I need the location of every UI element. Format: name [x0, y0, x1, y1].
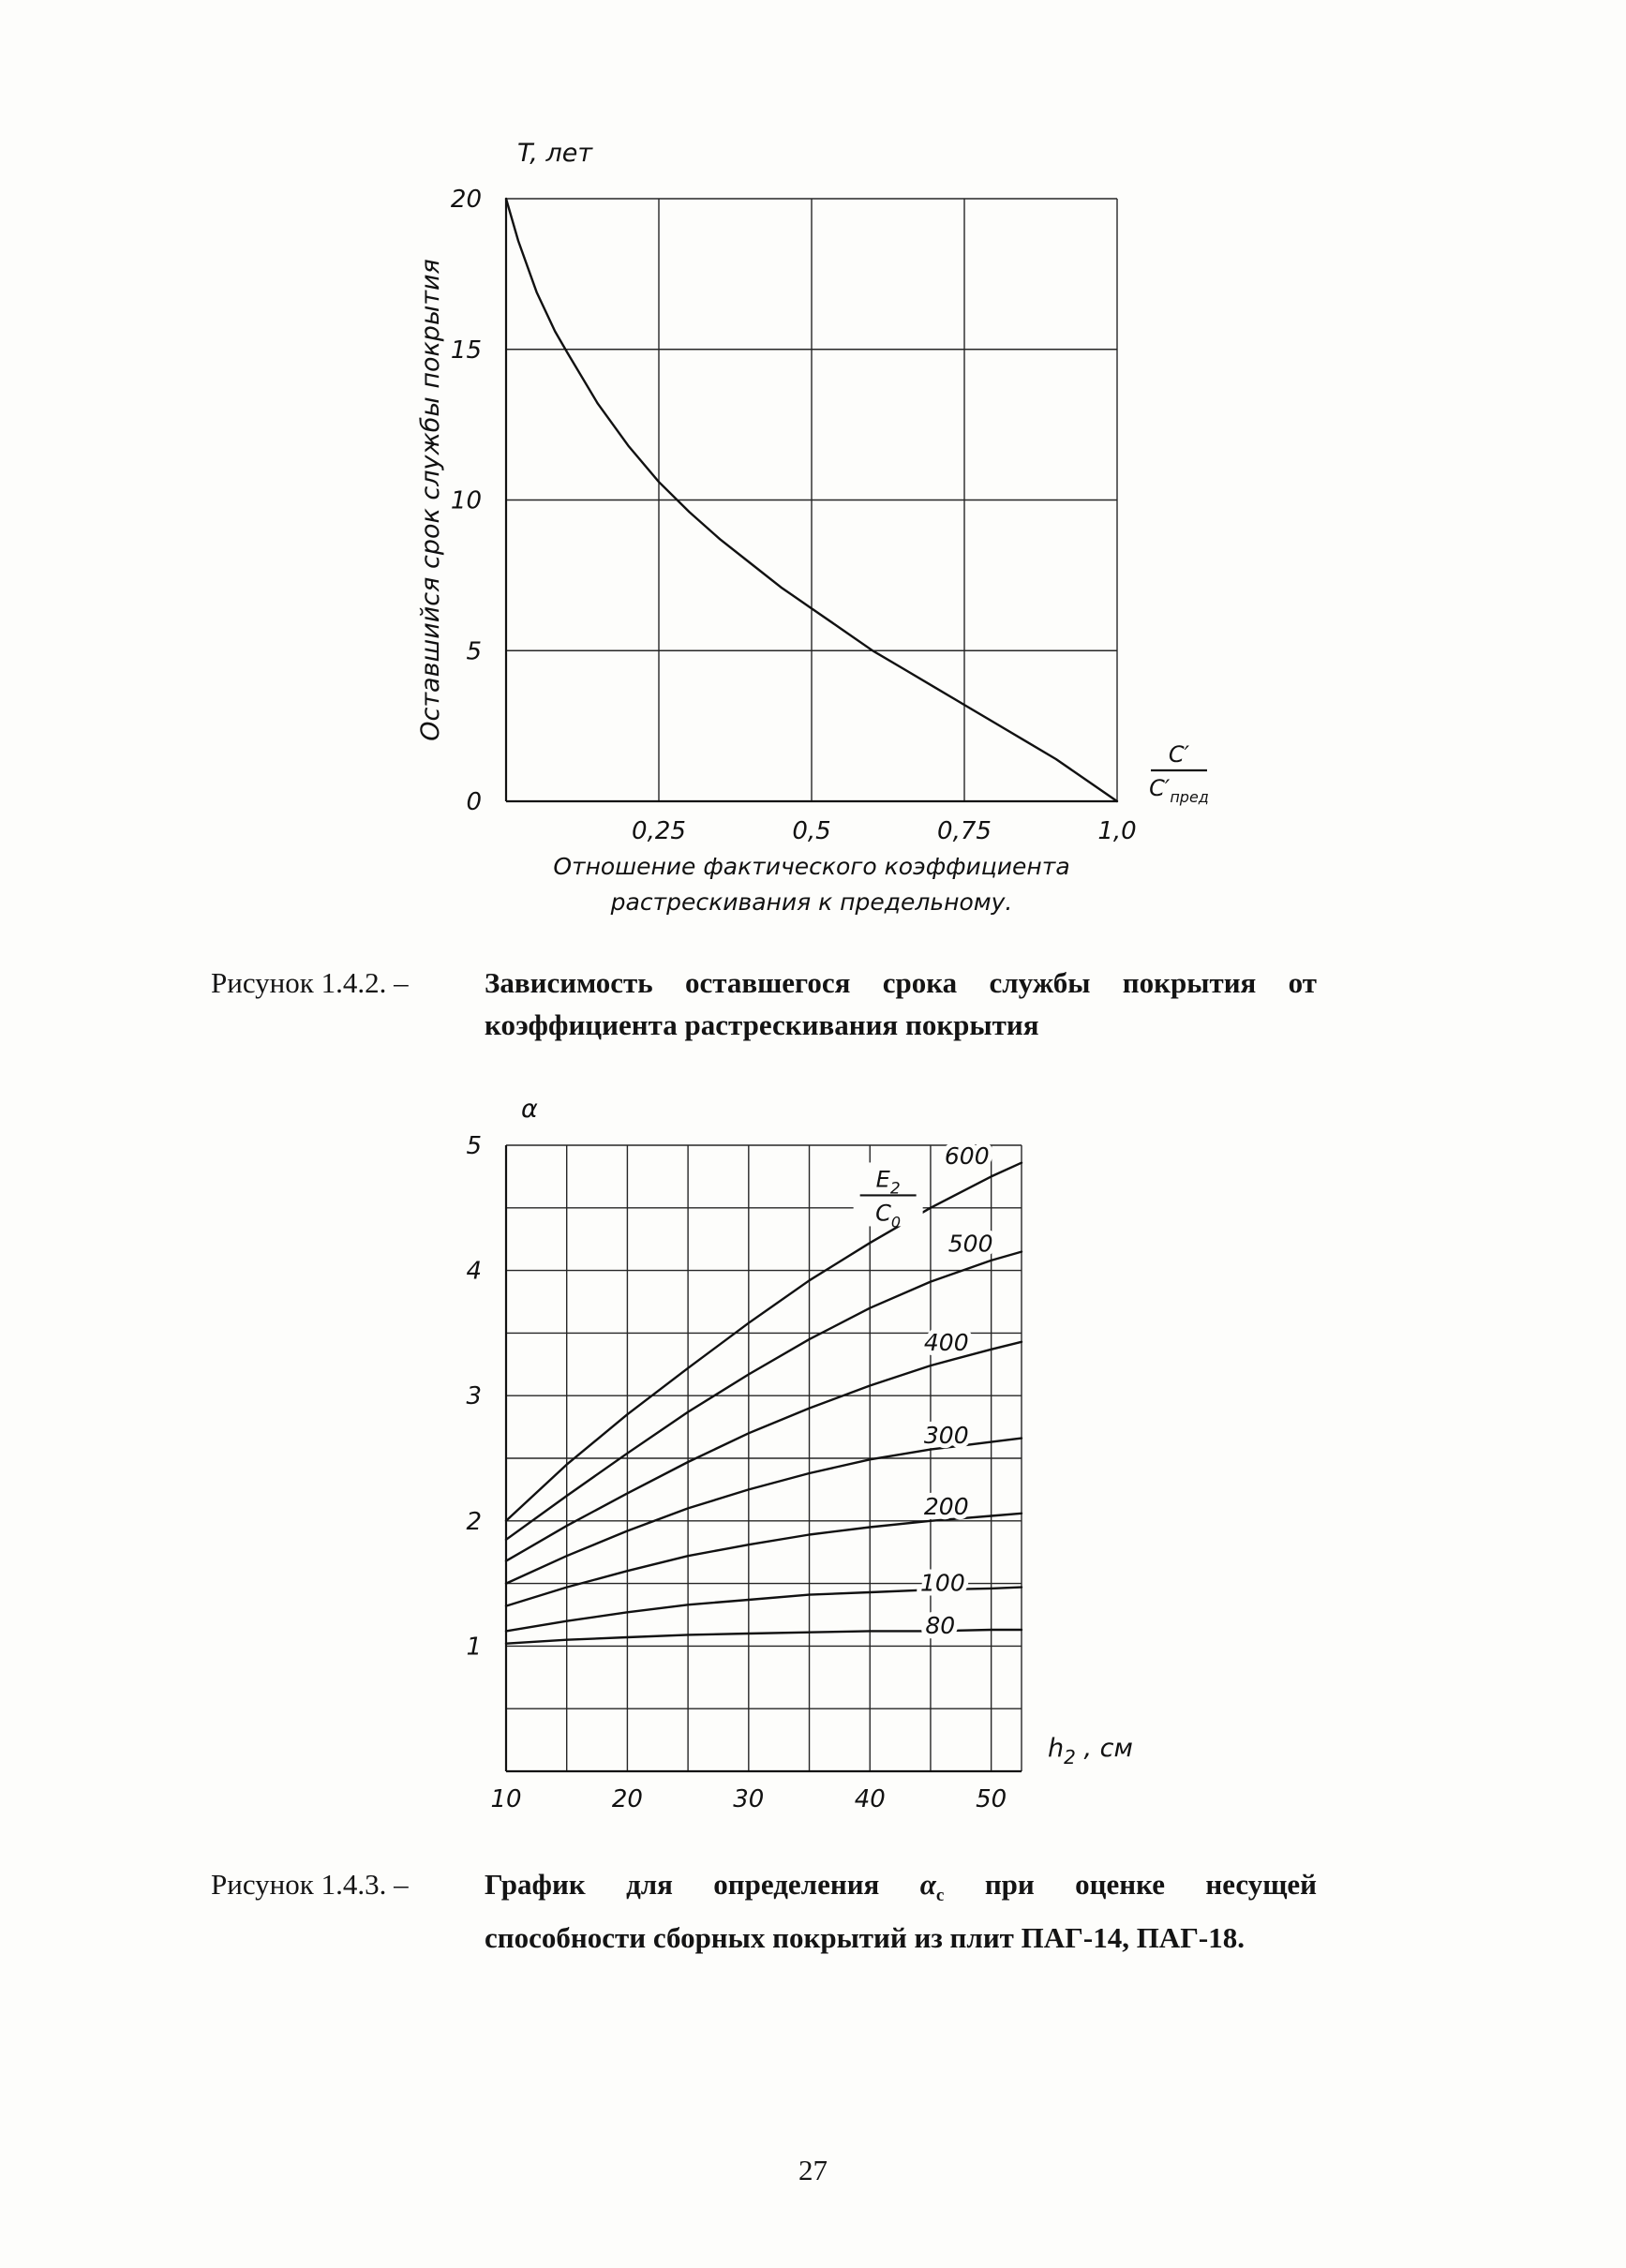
curve-label-E2C0-300: 300 [924, 1422, 969, 1449]
y-tick-label: 1 [466, 1633, 482, 1661]
curve-E2C0-100 [504, 1586, 1023, 1633]
caption-line: коэффициента растрескивания покрытия [485, 1008, 1039, 1041]
y-tick-label: 4 [466, 1258, 482, 1286]
page-number: 27 [798, 2154, 828, 2186]
y-tick-label: 2 [466, 1508, 482, 1536]
ratio-fraction-numerator: E2 [876, 1166, 901, 1198]
curve-E2C0-300 [504, 1437, 1023, 1585]
figure-1-4-3-caption-text: График для определения αc при оценке нес… [485, 1863, 1317, 1959]
y-tick-label: 15 [451, 336, 482, 365]
y-tick-label: 5 [466, 1132, 482, 1160]
curve-E2C0-500 [504, 1250, 1023, 1541]
figure-1-4-3-caption-label: Рисунок 1.4.3. – [211, 1868, 409, 1901]
curve-label-E2C0-400: 400 [924, 1329, 969, 1356]
ratio-fraction-denominator: C0 [875, 1200, 901, 1231]
y-tick-label: 3 [466, 1382, 482, 1410]
caption-line: Зависимость оставшегося срока службы пок… [485, 966, 1317, 999]
curve-label-E2C0-600: 600 [945, 1142, 990, 1170]
curve-E2C0-80 [504, 1628, 1023, 1645]
x-tick-label: 0,75 [937, 817, 992, 845]
x-axis-unit-fraction-numerator: C′ [1169, 741, 1190, 768]
x-axis-unit-fraction-denominator: C′пред [1149, 775, 1209, 806]
curve-label-E2C0-500: 500 [948, 1231, 993, 1258]
curve-remaining-service-life [504, 197, 1119, 803]
caption-line: График для определения αc при оценке нес… [485, 1863, 1317, 1917]
y-axis-title: α [521, 1095, 538, 1124]
curve-label-E2C0-80: 80 [925, 1612, 955, 1639]
x-tick-label: 10 [490, 1785, 521, 1813]
x-tick-label: 20 [612, 1785, 643, 1813]
figure-1-4-2-caption-text: Зависимость оставшегося срока службы пок… [485, 962, 1317, 1046]
caption-fragment: График для определения [485, 1868, 880, 1901]
x-tick-label: 0,5 [792, 817, 830, 845]
y-tick-label: 20 [451, 186, 482, 214]
x-axis-caption-line: Отношение фактического коэффициента [553, 853, 1069, 880]
curve-label-E2C0-100: 100 [920, 1570, 965, 1597]
curve-E2C0-400 [504, 1340, 1023, 1562]
curve-E2C0-200 [504, 1512, 1023, 1607]
curve-E2C0-600 [504, 1161, 1023, 1522]
x-tick-label: 50 [976, 1785, 1007, 1813]
y-tick-label: 0 [466, 788, 482, 816]
curve-label-E2C0-200: 200 [924, 1493, 969, 1520]
x-tick-label: 0,25 [632, 817, 686, 845]
caption-line: способности сборных покрытий из плит ПАГ… [485, 1921, 1245, 1955]
x-tick-label: 40 [855, 1785, 886, 1813]
x-tick-label: 1,0 [1097, 817, 1136, 845]
x-axis-title: h2 , см [1048, 1734, 1133, 1768]
y-axis-rotated-label: Оставшийся срок службы покрытия [416, 259, 445, 741]
x-tick-label: 30 [733, 1785, 764, 1813]
y-tick-label: 10 [451, 487, 482, 515]
figure-1-4-2-caption-label: Рисунок 1.4.2. – [211, 966, 409, 999]
x-axis-caption-line: растрескивания к предельному. [610, 888, 1013, 916]
caption-fragment: при оценке несущей [984, 1868, 1318, 1901]
y-tick-label: 5 [466, 637, 482, 665]
figure-1-4-3-caption: Рисунок 1.4.3. – График для определения … [211, 1863, 1317, 1959]
alpha-c-symbol: αc [919, 1868, 945, 1906]
y-axis-title: T, лет [517, 139, 593, 168]
figure-1-4-2-caption: Рисунок 1.4.2. – Зависимость оставшегося… [211, 962, 1317, 1046]
